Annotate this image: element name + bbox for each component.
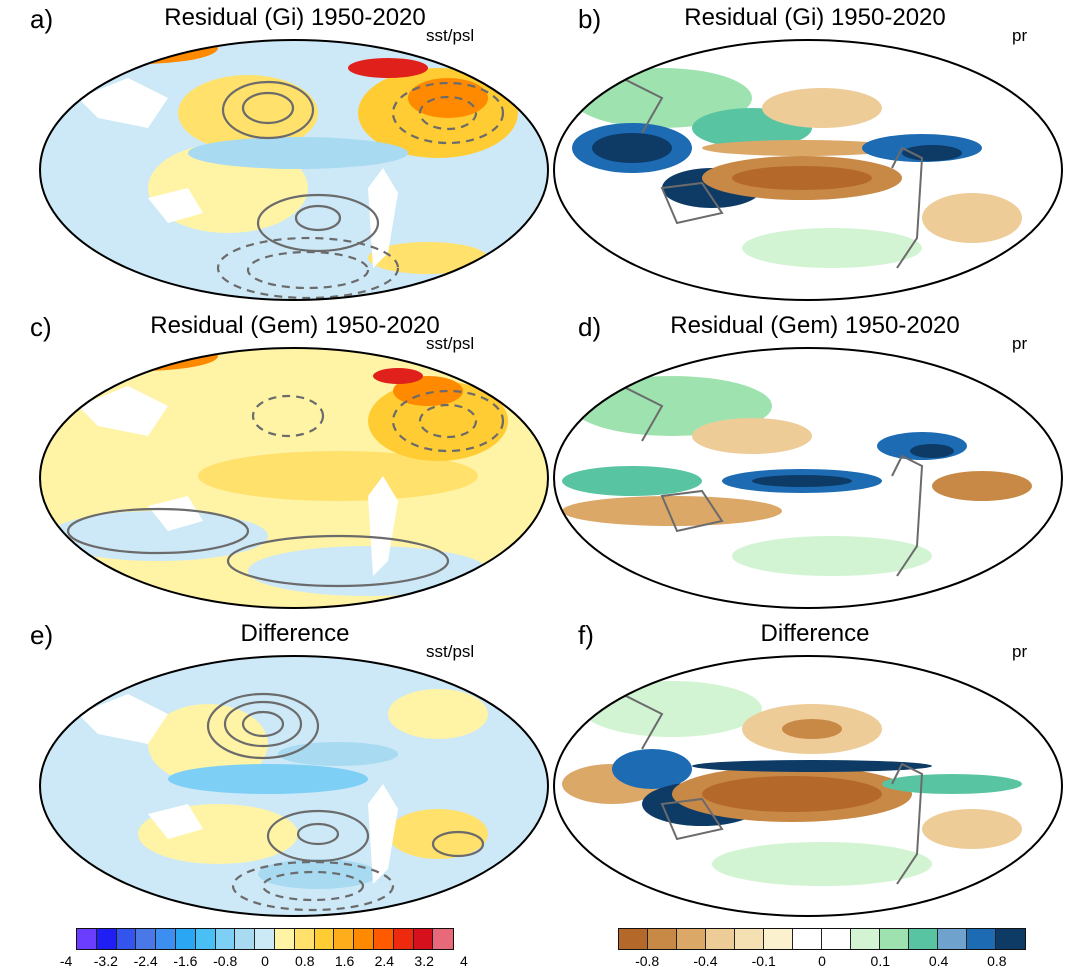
panel-letter: e) [30,620,54,650]
colorbar-tick-label: -0.4 [693,953,718,969]
panel-letter: a) [30,4,54,34]
colorbar-swatch [822,929,851,949]
colorbar-tick-label: 0 [818,953,826,969]
colorbar-swatch [77,929,97,949]
colorbar-swatch [735,929,764,949]
sst-map [39,347,549,609]
colorbar-tick-label: -3.2 [93,953,118,969]
panel-title: Residual (Gi) 1950-2020 [164,4,426,31]
pr-colorbar-swatches [618,928,1026,950]
colorbar-swatch [116,929,137,949]
panel-variable: sst/psl [426,642,475,661]
colorbar-swatch [413,929,434,949]
panel-variable: sst/psl [426,26,475,45]
panel-title: Difference [760,620,870,647]
panel-letter: b) [578,4,602,34]
panel-variable: pr [1012,334,1028,353]
panel-title: Residual (Gem) 1950-2020 [150,312,440,339]
colorbar-tick-label: 3.2 [414,953,434,969]
panel-title: Residual (Gi) 1950-2020 [684,4,946,31]
panel-title: Residual (Gem) 1950-2020 [670,312,960,339]
panel-variable: pr [1012,642,1028,661]
colorbar-swatch [294,929,315,949]
colorbar-tick-label: 2.4 [374,953,395,969]
colorbar-swatch [764,929,793,949]
colorbar-swatch [354,929,374,949]
colorbar-tick-label: -0.1 [751,953,776,969]
colorbar-swatch [156,929,176,949]
colorbar-swatch [909,929,938,949]
colorbar-swatch [433,929,454,949]
colorbar-swatch [255,929,275,949]
colorbar-tick-label: 0.4 [928,953,949,969]
colorbar-tick-label: -0.8 [635,953,660,969]
pr-colorbar: -0.8 -0.4 -0.1 0 0.1 0.4 0.8 [618,928,1026,970]
colorbar-tick-label: -0.8 [213,953,238,969]
panel-d: d) Residual (Gem) 1950-2020 pr [552,308,1072,620]
colorbar-swatch [967,929,996,949]
panel-letter: f) [578,620,594,650]
pr-map [553,655,1063,917]
pr-colorbar-labels: -0.8 -0.4 -0.1 0 0.1 0.4 0.8 [618,950,1026,970]
colorbar-swatch [938,929,967,949]
colorbar-swatch [334,929,355,949]
colorbar-swatch [880,929,909,949]
colorbar-tick-label: 0.8 [295,953,315,969]
colorbar-swatch [274,929,295,949]
colorbar-tick-label: 0.1 [870,953,891,969]
colorbar-swatch [195,929,216,949]
colorbar-tick-label: -2.4 [133,953,158,969]
colorbar-swatch [175,929,196,949]
panel-f: f) Difference pr [552,616,1072,928]
colorbar-swatch [996,929,1025,949]
sst-colorbar-labels: -4 -3.2 -2.4 -1.6 -0.8 0 0.8 1.6 2.4 3.2 4 [60,950,468,970]
colorbar-tick-label: 0.8 [987,953,1007,969]
colorbar-swatch [851,929,880,949]
colorbar-tick-label: -4 [59,953,73,969]
panel-e: e) Difference sst/psl [30,616,550,928]
sst-map [39,39,549,301]
pr-map [553,39,1063,301]
colorbar-swatch [215,929,236,949]
colorbar-swatch [706,929,735,949]
colorbar-swatch [793,929,822,949]
colorbar-swatch [235,929,256,949]
sst-colorbar: -4 -3.2 -2.4 -1.6 -0.8 0 0.8 1.6 2.4 3.2 4 [60,928,468,970]
panel-c: c) Residual (Gem) 1950-2020 sst/psl [30,308,550,620]
colorbar-tick-label: -1.6 [173,953,198,969]
colorbar-swatch [393,929,414,949]
colorbar-tick-label: 4 [460,953,468,969]
panel-b: b) Residual (Gi) 1950-2020 pr [552,0,1072,312]
panel-title: Difference [240,620,350,647]
colorbar-swatch [373,929,394,949]
colorbar-swatch [648,929,677,949]
colorbar-swatch [314,929,335,949]
panel-letter: d) [578,312,602,342]
sst-colorbar-swatches [76,928,454,950]
colorbar-swatch [96,929,117,949]
panel-letter: c) [30,312,52,342]
panel-variable: sst/psl [426,334,475,353]
colorbar-swatch [619,929,648,949]
pr-map [553,347,1063,609]
colorbar-swatch [677,929,706,949]
sst-map [39,655,549,917]
panel-a: a) Residual (Gi) 1950-2020 sst/psl [30,0,550,312]
panel-variable: pr [1012,26,1028,45]
colorbar-swatch [136,929,157,949]
colorbar-tick-label: 0 [261,953,269,969]
colorbar-tick-label: 1.6 [334,953,355,969]
